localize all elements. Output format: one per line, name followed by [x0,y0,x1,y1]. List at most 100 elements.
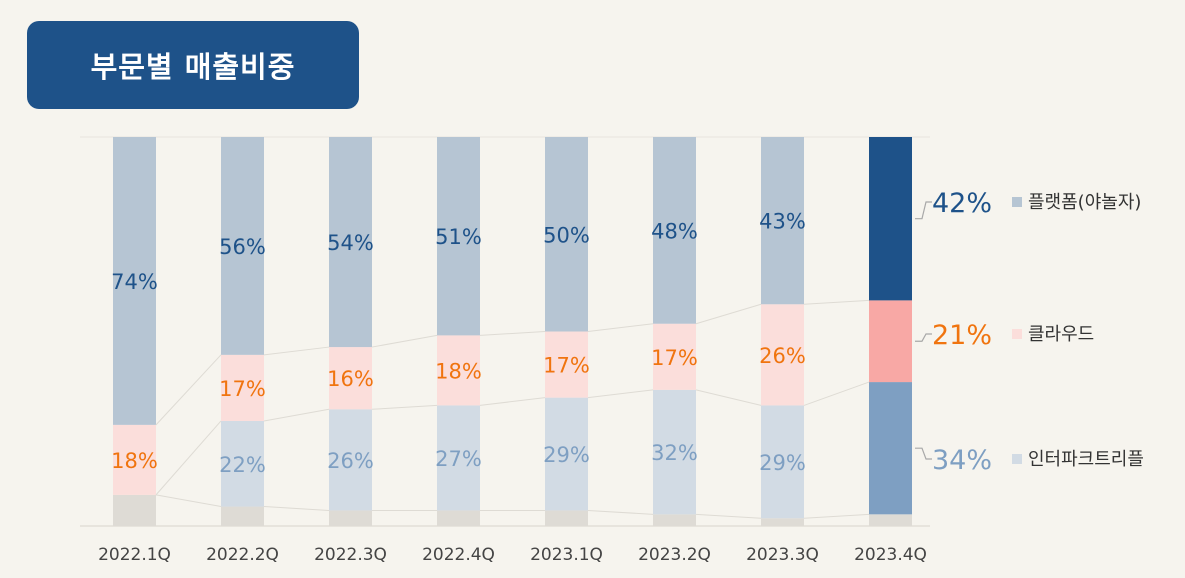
x-tick-label: 2023.4Q [854,545,927,565]
bar-group-2022.2Q: 22% 17% 56% [219,137,266,526]
leader-line [915,447,932,460]
data-label: 32% [651,441,698,465]
connector-line-lower [263,506,330,511]
bar-segment-2 [437,137,480,336]
data-label: 18% [111,449,158,473]
bar-segment-1 [653,323,696,390]
connector-line-mid [263,408,330,422]
connector-line-upper [371,334,438,348]
data-label: 27% [435,447,482,471]
data-label: 18% [435,359,482,383]
bar-group-2023.4Q [869,137,912,526]
connector-line-upper [263,346,330,356]
bar-segment-1 [221,354,264,421]
bar-segment-0 [221,420,264,507]
legend-label: 인터파크트리플 [1028,449,1144,470]
bar-segment-2 [545,137,588,332]
bar-segment-1 [545,331,588,398]
connector-line-upper [155,354,222,426]
data-label: 43% [759,210,806,234]
bar-segment-2 [761,137,804,305]
bar-segment-1 [437,335,480,406]
connector-line-upper [803,299,870,305]
data-label: 29% [543,443,590,467]
connector-line-mid [803,381,870,406]
connector-line-upper [479,331,546,336]
legend-label: 클라우드 [1028,324,1094,345]
bar-segment-0 [545,397,588,511]
connector-line-mid [479,397,546,406]
bar-segment-1 [329,347,372,410]
bar-segment-0 [869,382,912,515]
bar-group-2022.3Q: 26% 16% 54% [327,137,374,526]
data-label: 51% [435,225,482,249]
connector-line-lower [803,513,870,519]
connector-line-lower [695,513,762,519]
bar-segment-2 [329,137,372,348]
bar-segment-other [869,514,912,526]
data-label: 48% [651,219,698,243]
data-label: 17% [543,354,590,378]
bar-group-2023.3Q: 29% 26% 43% [759,137,806,526]
bar-group-2022.1Q: 18% 74% [111,137,158,526]
bar-segment-other [653,514,696,526]
data-label: 16% [327,367,374,391]
bar-segment-1 [869,300,912,383]
bar-segment-other [221,506,264,526]
final-value-label: 21% [932,320,992,351]
bar-segment-0 [437,405,480,511]
data-label: 29% [759,451,806,475]
connector-line-upper [587,323,654,332]
bar-segment-1 [113,424,156,495]
x-tick-label: 2022.2Q [206,545,279,565]
data-label: 26% [759,344,806,368]
connector-line-mid [587,389,654,399]
x-tick-label: 2023.1Q [530,545,603,565]
connector-line-lower [155,494,222,508]
data-label: 74% [111,270,158,294]
bar-segment-0 [653,389,696,515]
bar-group-2023.1Q: 29% 17% 50% [543,137,590,526]
connector-line-lower [587,509,654,515]
legend-label: 플랫폼(야놀자) [1028,192,1141,213]
data-label: 22% [219,453,266,477]
leader-line [915,333,932,342]
x-tick-label: 2023.2Q [638,545,711,565]
bar-segment-other [437,510,480,526]
data-label: 50% [543,223,590,247]
legend-swatch [1012,329,1022,339]
final-value-label: 34% [932,445,992,476]
bar-segment-other [329,510,372,526]
bar-segment-2 [869,137,912,301]
leader-line [915,201,932,220]
bar-segment-0 [761,405,804,519]
connector-line-mid [371,404,438,410]
x-tick-label: 2022.1Q [98,545,171,565]
bar-segment-other [113,494,156,526]
bar-segment-0 [329,409,372,511]
connector-line-upper [695,303,762,325]
bar-segment-other [761,518,804,526]
bar-segment-2 [221,137,264,355]
connector-line-mid [155,420,222,496]
data-label: 54% [327,231,374,255]
x-tick-label: 2023.3Q [746,545,819,565]
legend-swatch [1012,197,1022,207]
bar-segment-other [545,510,588,526]
x-tick-label: 2022.4Q [422,545,495,565]
bar-group-2023.2Q: 32% 17% 48% [651,137,698,526]
data-label: 17% [651,346,698,370]
bar-segment-2 [113,137,156,425]
data-label: 17% [219,377,266,401]
bar-segment-1 [761,304,804,406]
final-value-label: 42% [932,188,992,219]
bar-group-2022.4Q: 27% 18% 51% [435,137,482,526]
bar-segment-2 [653,137,696,324]
chart-title-box: 부문별 매출비중 [27,21,359,109]
connector-line-mid [695,389,762,406]
data-label: 26% [327,449,374,473]
x-tick-label: 2022.3Q [314,545,387,565]
legend-swatch [1012,454,1022,464]
data-label: 56% [219,235,266,259]
